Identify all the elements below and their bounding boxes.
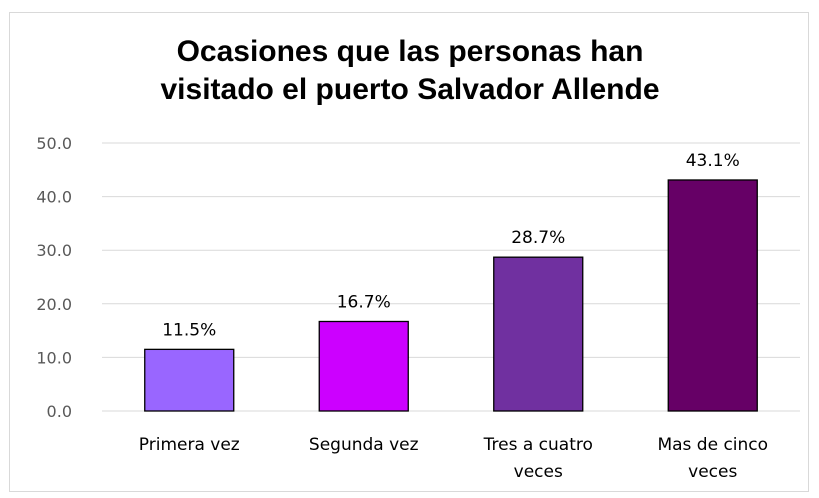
category-label: Primera vez [139,435,240,455]
bar [318,320,409,412]
bar [667,179,758,412]
bar [144,348,235,412]
chart-title: Ocasiones que las personas han visitado e… [160,35,659,106]
y-tick-label: 40.0 [36,188,72,207]
y-tick-label: 30.0 [36,241,72,260]
bar-chart: Ocasiones que las personas han visitado e… [36,35,800,482]
y-tick-label: 20.0 [36,295,72,314]
y-tick-label: 10.0 [36,348,72,367]
data-label: 28.7% [511,228,565,248]
chart-frame: Ocasiones que las personas han visitado e… [9,12,809,492]
chart-title-line: Ocasiones que las personas han [177,35,644,68]
category-label: veces [514,462,563,482]
y-tick-label: 50.0 [36,134,72,153]
chart-title-line: visitado el puerto Salvador Allende [160,73,659,106]
bar [493,256,584,412]
category-labels: Primera vez Segunda vez Tres a cuatro veces… [139,435,768,482]
bars [144,179,758,412]
data-label: 16.7% [337,292,391,312]
y-axis-ticks: 0.0 10.0 20.0 30.0 40.0 50.0 [36,134,72,421]
category-label: Segunda vez [309,435,419,455]
category-label: Mas de cinco [657,435,768,455]
category-label: veces [688,462,737,482]
y-tick-label: 0.0 [47,402,72,421]
data-labels: 11.5% 16.7% 28.7% 43.1% [162,151,740,340]
data-label: 11.5% [162,320,216,340]
category-label: Tres a cuatro [483,435,593,455]
data-label: 43.1% [686,151,740,171]
